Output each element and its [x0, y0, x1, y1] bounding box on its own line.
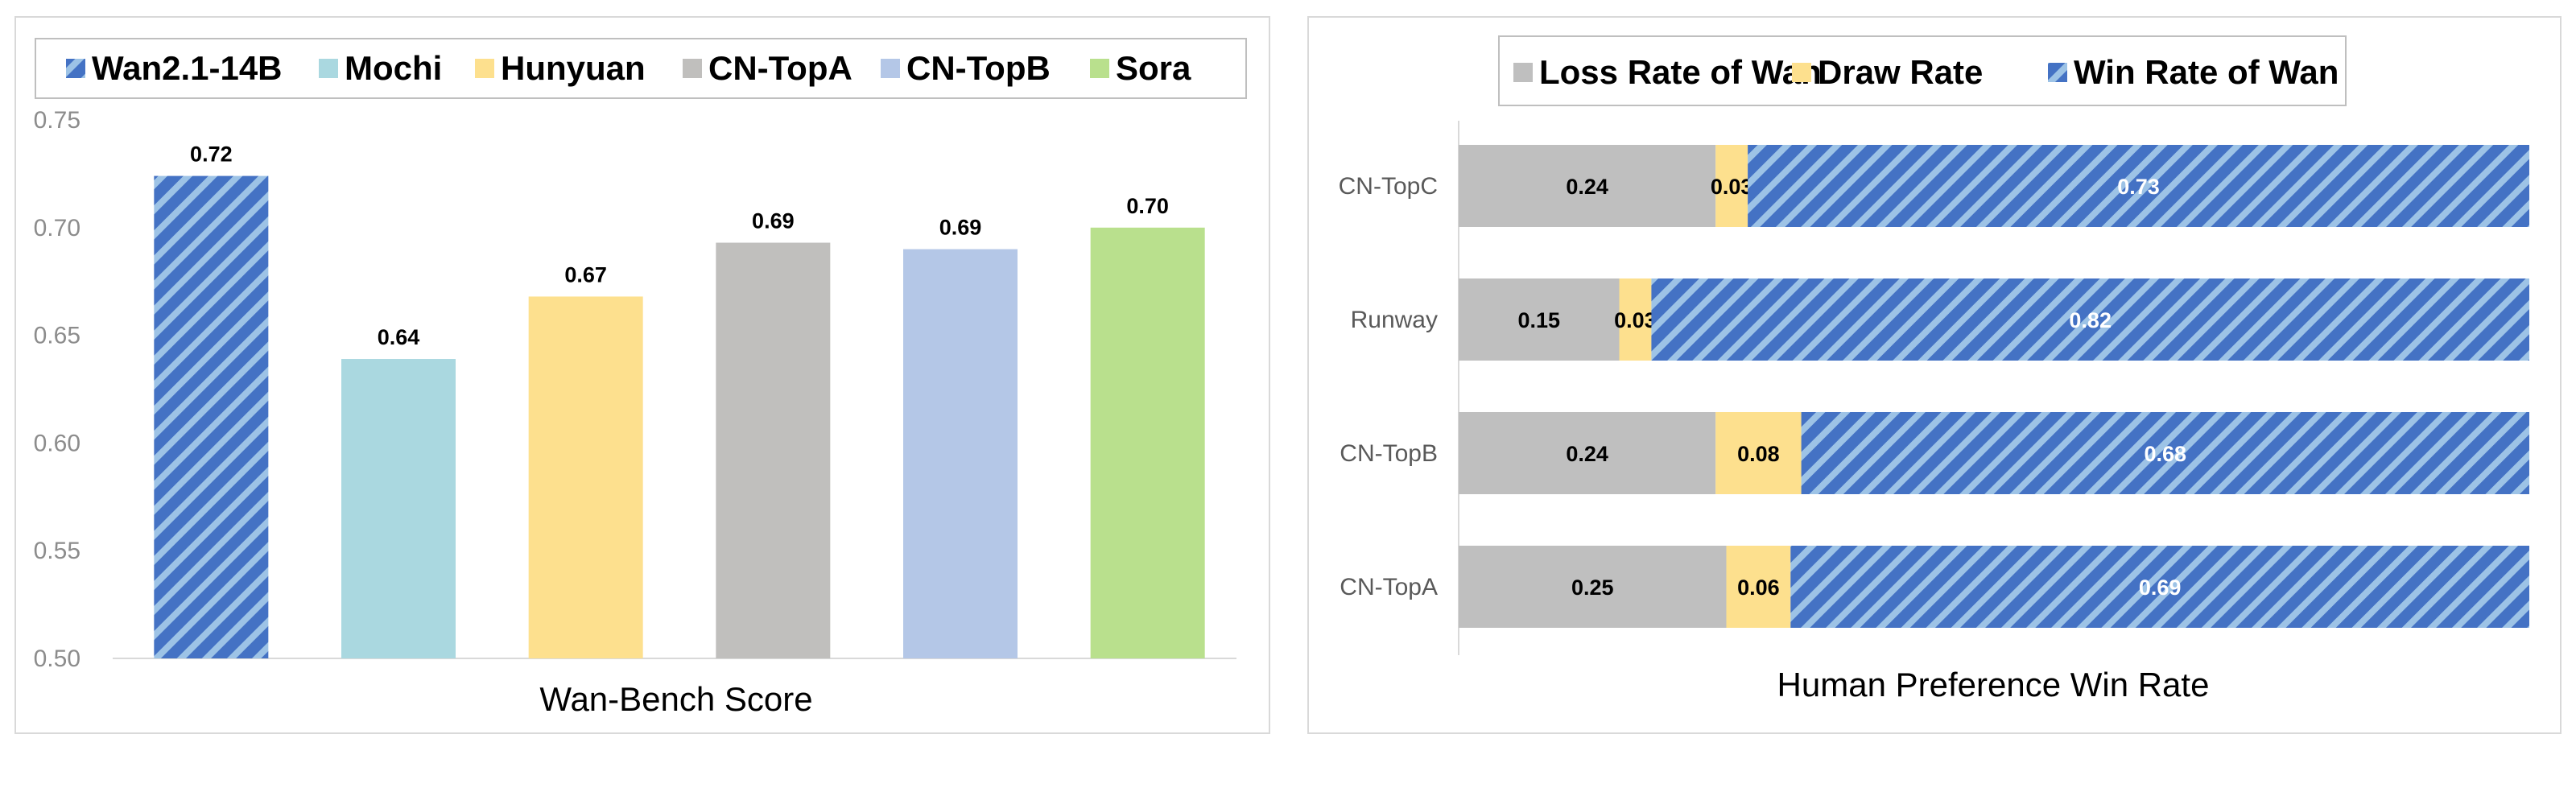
bar-cn-topb — [903, 249, 1018, 658]
legend-label-sora: Sora — [1116, 49, 1191, 87]
data-label-cn-topa-loss-rate-of-wan: 0.25 — [1571, 575, 1614, 600]
bar-mochi — [341, 359, 456, 658]
data-label-hunyuan: 0.67 — [564, 262, 607, 287]
legend: Wan2.1-14B Mochi Hunyuan CN-TopA CN-TopB Sora — [35, 38, 1247, 99]
data-label-runway-win-rate-of-wan: 0.82 — [2069, 308, 2112, 332]
legend-label-loss-rate-of-wan: Loss Rate of Wan — [1539, 53, 1822, 91]
data-label-cn-topc-loss-rate-of-wan: 0.24 — [1566, 175, 1608, 199]
segment-cn-topc-win-rate-of-wan — [1748, 145, 2529, 227]
bar-cn-topa — [716, 242, 831, 659]
legend-swatch-hunyuan — [475, 59, 494, 78]
bar-wan2-1-14b — [154, 175, 269, 659]
data-label-runway-loss-rate-of-wan: 0.15 — [1517, 308, 1560, 332]
segment-runway-loss-rate-of-wan — [1459, 278, 1620, 361]
legend-box — [1498, 35, 2347, 106]
data-label-cn-topa: 0.69 — [752, 209, 795, 233]
legend-label-cn-topa: CN-TopA — [708, 49, 852, 87]
category-label-runway: Runway — [1351, 307, 1438, 333]
wan-bench-chart: Wan2.1-14B Mochi Hunyuan CN-TopA CN-TopB Sora… — [34, 38, 1247, 718]
data-label-cn-topb-draw-rate: 0.08 — [1737, 442, 1780, 466]
segment-runway-win-rate-of-wan — [1651, 278, 2529, 361]
legend-swatch-sora — [1090, 59, 1109, 78]
wan-bench-chart-panel: Wan2.1-14B Mochi Hunyuan CN-TopA CN-TopB Sora… — [14, 16, 1270, 734]
legend-swatch-cn-topb — [881, 59, 900, 78]
segment-runway-draw-rate — [1619, 278, 1652, 361]
y-tick-0-75: 0.75 — [34, 107, 80, 134]
legend-label-win-rate-of-wan: Win Rate of Wan — [2074, 53, 2339, 91]
data-label-sora: 0.70 — [1126, 194, 1169, 218]
data-label-cn-topc-win-rate-of-wan: 0.73 — [2117, 175, 2160, 199]
bar-hunyuan — [528, 296, 643, 658]
y-tick-0-65: 0.65 — [34, 323, 80, 349]
segment-cn-topb-win-rate-of-wan — [1801, 412, 2529, 494]
data-label-cn-topb: 0.69 — [939, 216, 982, 240]
segment-cn-topc-draw-rate — [1715, 145, 1748, 227]
segment-cn-topc-loss-rate-of-wan — [1459, 145, 1716, 227]
segment-cn-topa-draw-rate — [1726, 546, 1791, 628]
legend-swatch-draw-rate — [1792, 63, 1811, 82]
data-label-runway-draw-rate: 0.03 — [1614, 308, 1657, 332]
segment-cn-topb-draw-rate — [1715, 412, 1802, 494]
win-rate-chart-panel: Loss Rate of Wan Draw Rate Win Rate of Wan… — [1307, 16, 2562, 734]
category-label-cn-topa: CN-TopA — [1340, 574, 1438, 600]
segment-cn-topa-loss-rate-of-wan — [1459, 546, 1727, 628]
y-tick-0-70: 0.70 — [34, 215, 80, 241]
segment-cn-topa-win-rate-of-wan — [1790, 546, 2529, 628]
data-label-cn-topa-draw-rate: 0.06 — [1737, 575, 1780, 600]
legend-swatch-loss-rate-of-wan — [1513, 63, 1533, 82]
legend-label-draw-rate: Draw Rate — [1818, 53, 1983, 91]
segment-cn-topb-loss-rate-of-wan — [1459, 412, 1716, 494]
x-axis-title: Human Preference Win Rate — [1777, 666, 2210, 703]
legend-label-wan2-1-14b: Wan2.1-14B — [92, 49, 283, 87]
legend-swatch-cn-topa — [683, 59, 702, 78]
legend-swatch-win-rate-of-wan — [2048, 63, 2067, 82]
category-label-cn-topc: CN-TopC — [1339, 173, 1438, 200]
data-label-mochi: 0.64 — [378, 325, 420, 349]
x-axis-title: Wan-Bench Score — [539, 680, 812, 718]
y-tick-0-60: 0.60 — [34, 430, 80, 456]
category-label-cn-topb: CN-TopB — [1340, 440, 1438, 467]
y-tick-0-55: 0.55 — [34, 538, 80, 564]
data-label-cn-topc-draw-rate: 0.03 — [1711, 175, 1753, 199]
legend-swatch-mochi — [319, 59, 338, 78]
data-label-cn-topb-win-rate-of-wan: 0.68 — [2145, 442, 2187, 466]
data-label-cn-topb-loss-rate-of-wan: 0.24 — [1566, 442, 1608, 466]
y-tick-0-50: 0.50 — [34, 646, 80, 672]
data-label-cn-topa-win-rate-of-wan: 0.69 — [2139, 575, 2182, 600]
legend-label-hunyuan: Hunyuan — [501, 49, 646, 87]
data-label-wan2-1-14b: 0.72 — [190, 142, 233, 167]
legend-label-mochi: Mochi — [345, 49, 442, 87]
bar-sora — [1090, 227, 1205, 658]
legend-box — [35, 38, 1247, 99]
legend-swatch-wan2-1-14b — [66, 59, 85, 78]
legend-label-cn-topb: CN-TopB — [906, 49, 1051, 87]
